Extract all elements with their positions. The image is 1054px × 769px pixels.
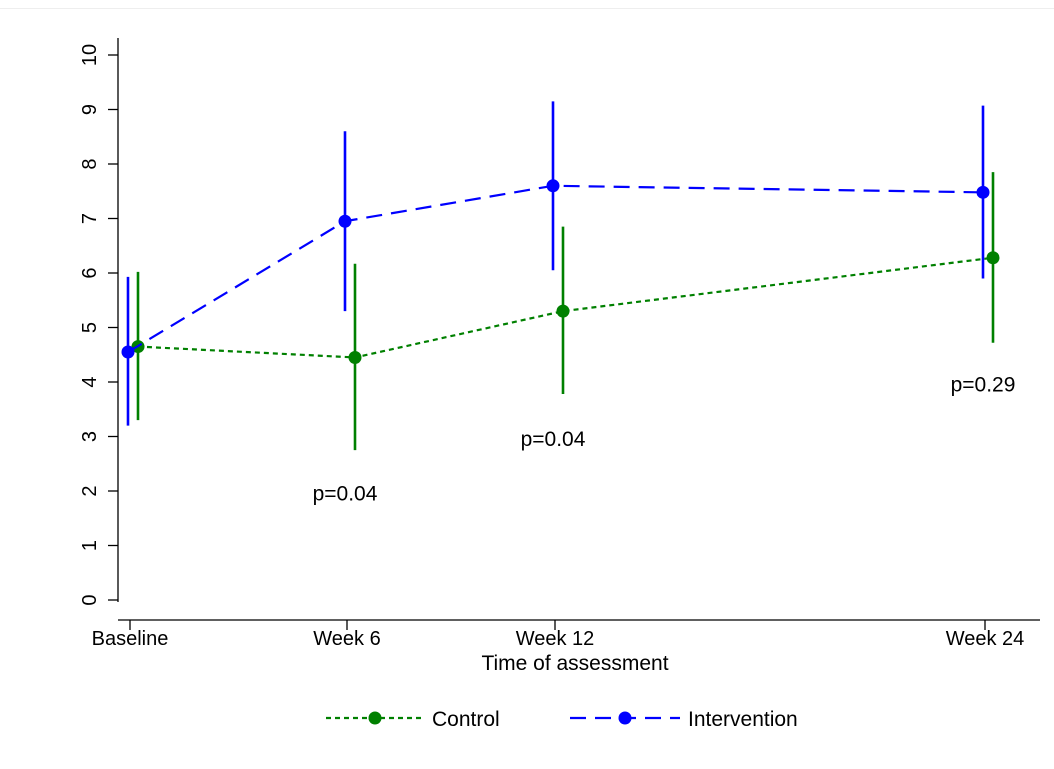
legend-control-label: Control [432,708,500,731]
x-tick-label-0: Baseline [92,628,169,650]
y-tick-label-3: 3 [79,431,101,442]
x-tick-label-2: Week 12 [516,628,595,650]
y-tick-label-7: 7 [79,213,101,224]
x-axis-title: Time of assessment [481,652,668,675]
y-tick-label-6: 6 [79,267,101,278]
y-tick-label-4: 4 [79,376,101,387]
control-point-3 [986,251,1000,265]
x-tick-label-1: Week 6 [313,628,380,650]
p-value-annotation-2: p=0.29 [951,374,1016,397]
intervention-point-3 [976,185,990,199]
y-tick-label-5: 5 [79,322,101,333]
legend-control-marker [368,711,382,725]
intervention-series-line [127,184,984,353]
y-tick-label-1: 1 [79,540,101,551]
legend-intervention-label: Intervention [688,708,798,731]
control-point-2 [556,304,570,318]
intervention-point-1 [338,214,352,228]
y-tick-label-10: 10 [79,44,101,66]
top-border [0,8,1054,9]
y-tick-label-2: 2 [79,485,101,496]
intervention-point-2 [546,179,560,193]
p-value-annotation-1: p=0.04 [521,428,586,451]
control-series-line [137,256,994,359]
legend-intervention-marker [618,711,632,725]
y-tick-label-0: 0 [79,594,101,605]
y-tick-label-9: 9 [79,104,101,115]
x-tick-label-3: Week 24 [946,628,1025,650]
intervention-point-0 [121,345,135,359]
y-tick-label-8: 8 [79,158,101,169]
control-point-1 [348,350,362,364]
p-value-annotation-0: p=0.04 [313,483,378,506]
